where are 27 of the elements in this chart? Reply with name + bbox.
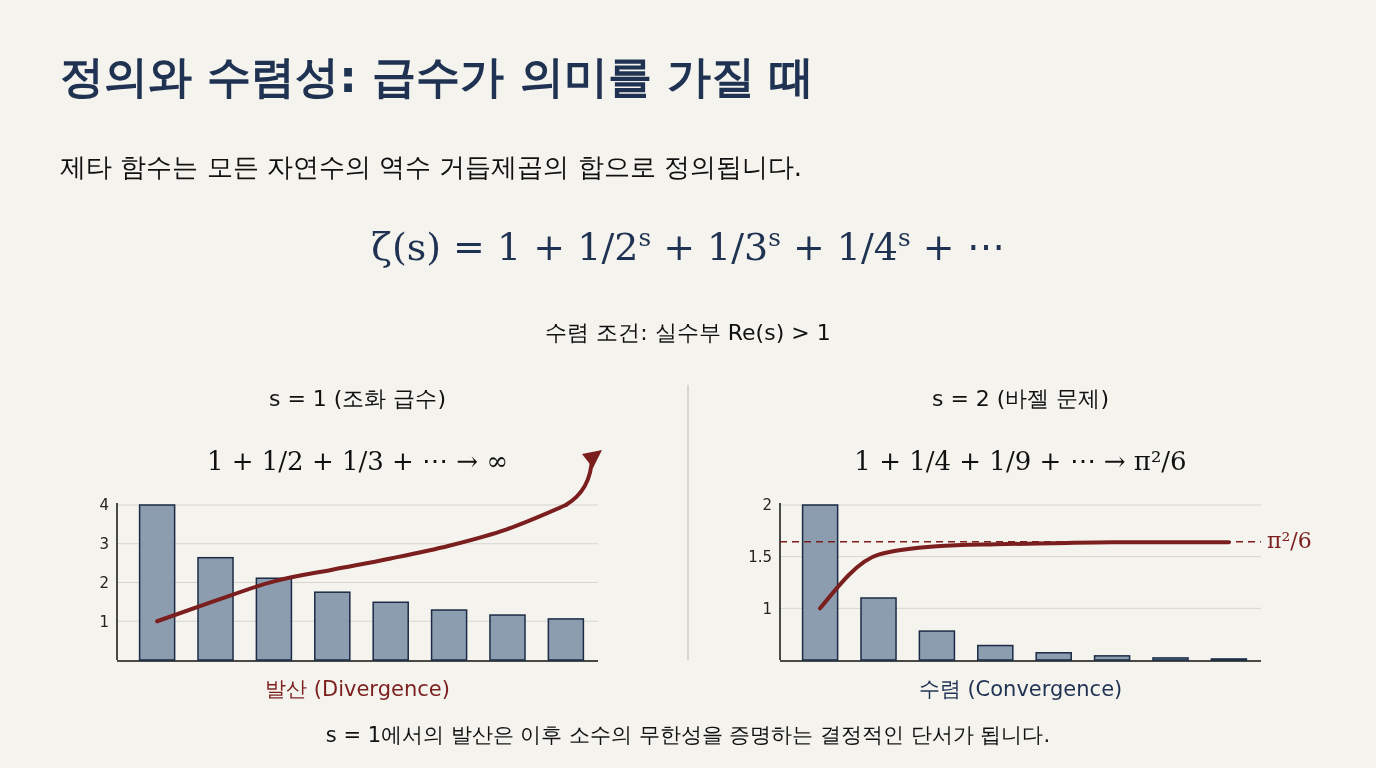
bar: [197, 556, 234, 661]
bar: [255, 577, 293, 661]
y-tick-label: 1: [99, 612, 109, 631]
bar: [489, 614, 526, 661]
y-tick-label: 3: [99, 535, 109, 553]
chart-title: s = 1 (조화 급수): [268, 386, 447, 411]
bar: [138, 504, 176, 661]
y-tick-label: 1.5: [748, 547, 772, 566]
ref-line-label: π²/6: [1267, 527, 1312, 553]
y-tick-label: 2: [762, 496, 772, 515]
chart-subtitle: 1 + 1/4 + 1/9 + ⋯ → π²/6: [854, 446, 1187, 476]
bar: [314, 591, 351, 661]
y-tick-label: 4: [99, 496, 109, 515]
text: 수렴 조건: 실수부 Re(s) > 1: [545, 320, 831, 345]
y-tick-label: 2: [99, 573, 109, 592]
bar: [547, 618, 585, 661]
x-axis-title: 수렴 (Convergence): [918, 677, 1123, 701]
text: s = 1에서의 발산은 이후 소수의 무한성을 증명하는 결정적인 단서가 됩니다.: [325, 723, 1051, 747]
chart-title: s = 2 (바젤 문제): [931, 386, 1110, 411]
bar: [430, 609, 468, 661]
x-axis-title: 발산 (Divergence): [265, 677, 450, 701]
text: ζ(s) = 1 + 1/2$^{s}$ + 1/3$^{s}$ + 1/4$^{s}$ + ⋯: [371, 222, 1005, 269]
chart-subtitle: 1 + 1/2 + 1/3 + ⋯ → ∞: [206, 446, 509, 476]
text: 제타 함수는 모든 자연수의 역수 거듭제곱의 합으로 정의됩니다.: [60, 152, 803, 182]
y-tick-label: 1: [762, 599, 772, 618]
text: 정의와 수렴성: 급수가 의미를 가질 때: [60, 51, 815, 102]
bar: [372, 601, 409, 661]
